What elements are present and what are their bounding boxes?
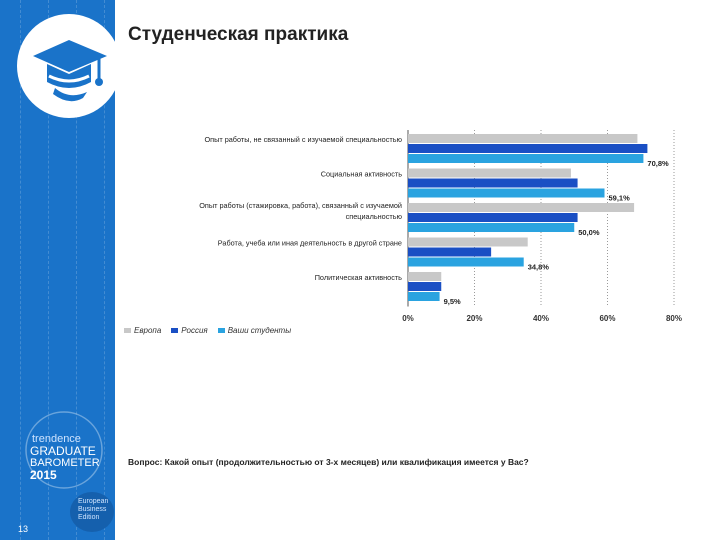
bar <box>408 134 638 143</box>
sidebar-stripe <box>76 0 78 540</box>
bar <box>408 272 442 281</box>
bar <box>408 154 644 163</box>
eu-line: European <box>78 498 109 505</box>
category-label: Социальная активность <box>321 170 402 179</box>
chart-legend: Европа Россия Ваши студенты <box>124 326 291 335</box>
x-tick-label: 60% <box>599 314 615 323</box>
graduation-cap-icon <box>33 40 107 72</box>
eu-line: Edition <box>78 514 100 521</box>
legend-swatch <box>124 328 131 333</box>
bar <box>408 144 648 153</box>
legend-label: Европа <box>134 326 162 335</box>
x-tick-label: 20% <box>466 314 482 323</box>
bar <box>408 257 524 267</box>
bar <box>408 292 440 301</box>
brand-year: 2015 <box>30 468 57 482</box>
legend-item: Россия <box>171 326 208 335</box>
x-tick-label: 0% <box>402 314 414 323</box>
data-label: 59,1% <box>609 194 631 203</box>
category-label: Опыт работы (стажировка, работа), связан… <box>199 201 402 210</box>
bar <box>408 237 528 247</box>
bar <box>408 188 605 198</box>
bar <box>408 213 578 222</box>
legend-item: Ваши студенты <box>217 326 292 335</box>
category-label: Политическая активность <box>315 273 402 282</box>
bar <box>408 203 635 212</box>
brand-line: trendence <box>32 433 81 445</box>
legend-item: Европа <box>124 326 161 335</box>
data-label: 34,8% <box>528 263 550 272</box>
category-label: Опыт работы, не связанный с изучаемой сп… <box>204 135 402 144</box>
bar <box>408 223 575 232</box>
brand-line: BAROMETER <box>30 457 100 469</box>
page-title: Студенческая практика <box>128 24 349 45</box>
sidebar-stripe <box>48 0 50 540</box>
data-label: 70,8% <box>647 159 669 168</box>
legend-swatch <box>217 328 225 333</box>
x-tick-label: 40% <box>533 314 549 323</box>
brand-line: GRADUATE <box>30 444 96 458</box>
x-tick-label: 80% <box>666 314 682 323</box>
legend-label: Россия <box>181 326 208 335</box>
eu-text: European Business Edition <box>78 498 108 522</box>
bar <box>408 178 578 188</box>
category-label: Работа, учеба или иная деятельность в др… <box>218 239 402 248</box>
data-label: 9,5% <box>444 297 461 306</box>
bar-chart: 0% 20% 40% 60% 80% Опыт работы, не связанный … <box>199 130 682 323</box>
bar <box>408 282 442 291</box>
page-number: 13 <box>18 524 29 534</box>
eu-logo <box>70 492 114 532</box>
legend-label: Ваши студенты <box>227 326 292 335</box>
bar <box>408 247 492 257</box>
graduation-cap-logo <box>17 14 121 118</box>
eu-line: Business <box>78 506 107 513</box>
graduate-barometer-logo: trendence GRADUATE BAROMETER 2015 <box>24 410 104 530</box>
survey-question: Вопрос: Какой опыт (продолжительностью о… <box>128 457 529 467</box>
sidebar-stripe <box>104 0 106 540</box>
bar <box>408 168 571 178</box>
category-label: специальностью <box>346 212 403 221</box>
sidebar-stripe <box>20 0 22 540</box>
data-label: 50,0% <box>578 228 600 237</box>
legend-swatch <box>171 328 179 333</box>
